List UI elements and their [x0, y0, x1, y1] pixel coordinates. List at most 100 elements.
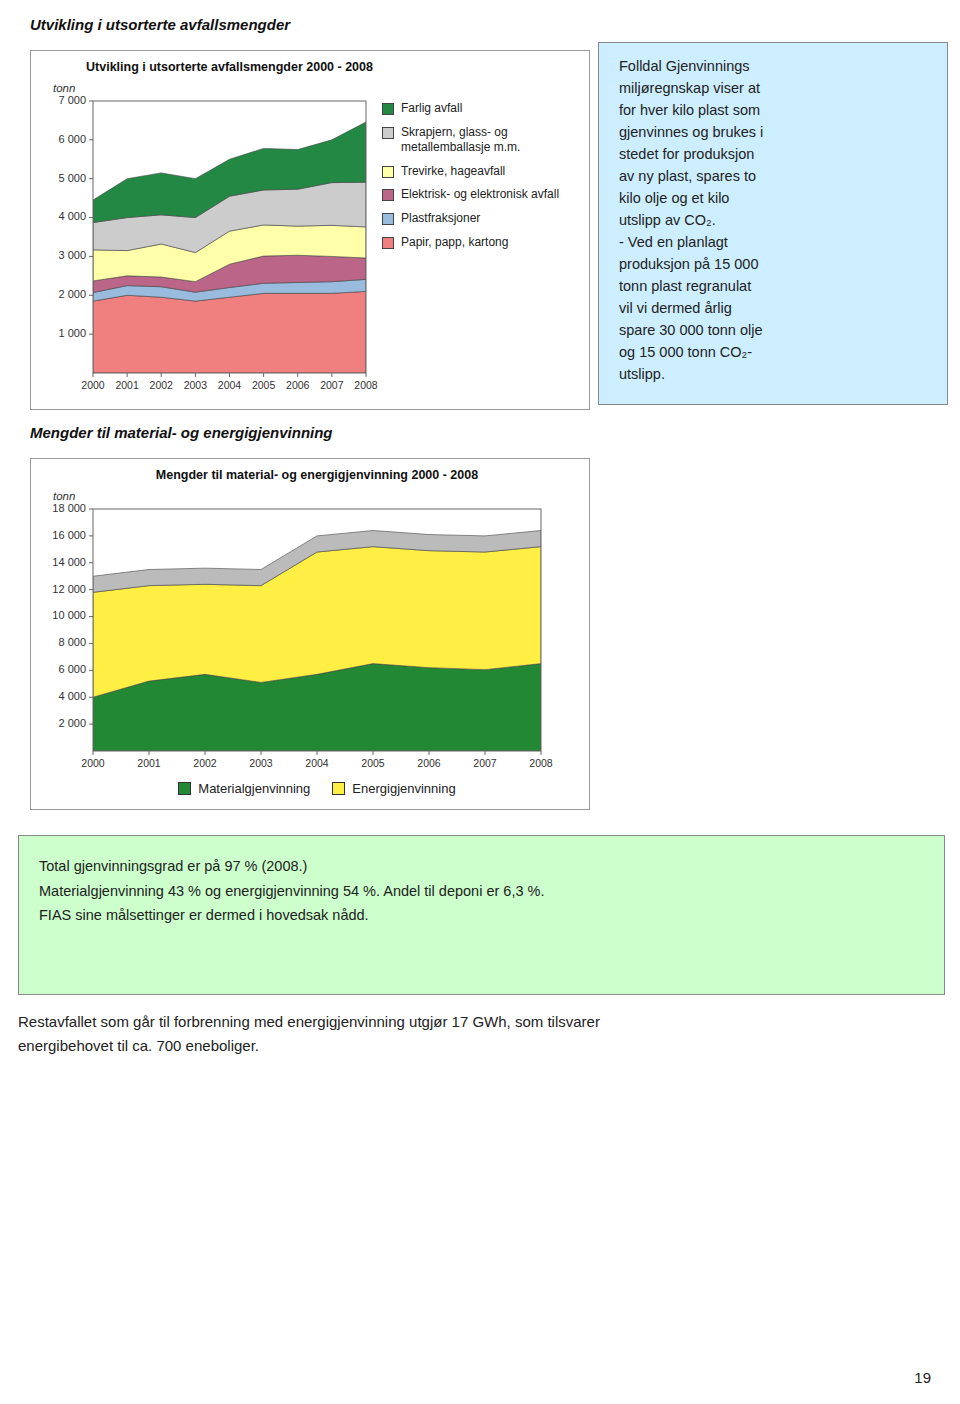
x-tick-label: 2001	[115, 379, 139, 391]
x-tick	[485, 751, 486, 755]
x-tick	[93, 373, 94, 377]
legend-item: Plastfraksjoner	[382, 211, 577, 227]
area	[93, 531, 541, 593]
x-tick-label: 2002	[193, 757, 217, 769]
y-tick-label: 3 000	[58, 249, 86, 261]
legend-label: Materialgjenvinning	[198, 781, 310, 796]
x-tick-label: 2008	[529, 757, 553, 769]
x-tick	[205, 751, 206, 755]
x-tick	[161, 373, 162, 377]
sidebar-line: tonn plast regranulat	[619, 275, 927, 297]
sidebar-line: utslipp av CO₂.	[619, 209, 927, 231]
x-tick-label: 2007	[320, 379, 344, 391]
legend-item: Energigjenvinning	[332, 781, 455, 796]
legend-label: Skrapjern, glass- og metallemballasje m.…	[401, 125, 577, 156]
chart-heading: Mengder til material- og energigjenvinni…	[30, 424, 333, 441]
x-tick	[366, 373, 367, 377]
legend-item: Skrapjern, glass- og metallemballasje m.…	[382, 125, 577, 156]
y-tick	[89, 101, 93, 102]
sidebar-line: - Ved en planlagt	[619, 231, 927, 253]
legend-swatch	[382, 103, 394, 115]
plot-background	[93, 101, 366, 373]
legend-swatch	[178, 782, 191, 795]
y-tick	[89, 697, 93, 698]
y-tick	[89, 535, 93, 536]
y-tick	[89, 562, 93, 563]
y-tick	[89, 217, 93, 218]
x-tick-label: 2005	[252, 379, 276, 391]
area	[93, 122, 366, 223]
y-axis-label: tonn	[53, 82, 75, 94]
legend-item: Materialgjenvinning	[178, 781, 310, 796]
chart-box: 2 0004 0006 0008 00010 00012 00014 00016…	[30, 458, 590, 810]
x-tick-label: 2001	[137, 757, 161, 769]
legend-swatch	[382, 213, 394, 225]
x-tick-label: 2003	[249, 757, 273, 769]
x-tick	[149, 751, 150, 755]
y-tick	[89, 616, 93, 617]
y-tick-label: 4 000	[58, 210, 86, 222]
legend-item: Trevirke, hageavfall	[382, 164, 577, 180]
sidebar-line: miljøregnskap viser at	[619, 77, 927, 99]
sidebar-line: av ny plast, spares to	[619, 165, 927, 187]
sidebar: Folldal Gjenvinningsmiljøregnskap viser …	[598, 42, 948, 405]
sidebar-line: Folldal Gjenvinnings	[619, 55, 927, 77]
y-tick-label: 6 000	[58, 663, 86, 675]
body-line: energibehovet til ca. 700 eneboliger.	[18, 1034, 938, 1058]
legend: Materialgjenvinning Energigjenvinning	[93, 781, 541, 796]
y-axis-label: tonn	[53, 490, 75, 502]
y-tick-label: 12 000	[52, 583, 86, 595]
sidebar-line: spare 30 000 tonn olje	[619, 319, 927, 341]
x-tick	[331, 373, 332, 377]
body-text: Restavfallet som går til forbrenning med…	[18, 1010, 938, 1058]
y-tick	[89, 178, 93, 179]
y-tick-label: 4 000	[58, 690, 86, 702]
info-box: Total gjenvinningsgrad er på 97 % (2008.…	[18, 835, 945, 995]
y-tick	[89, 670, 93, 671]
chart-heading: Utvikling i utsorterte avfallsmengder	[30, 16, 290, 33]
sidebar-line: vil vi dermed årlig	[619, 297, 927, 319]
x-tick-label: 2006	[286, 379, 310, 391]
legend-label: Papir, papp, kartong	[401, 235, 508, 251]
y-tick-label: 6 000	[58, 133, 86, 145]
legend-swatch	[382, 237, 394, 249]
y-tick-label: 18 000	[52, 502, 86, 514]
plot-marks	[93, 122, 366, 373]
info-line: Total gjenvinningsgrad er på 97 % (2008.…	[39, 854, 924, 879]
info-line: FIAS sine målsettinger er dermed i hoved…	[39, 903, 924, 928]
x-tick-label: 2007	[473, 757, 497, 769]
sidebar-line: utslipp.	[619, 363, 927, 385]
legend-label: Trevirke, hageavfall	[401, 164, 505, 180]
x-tick-label: 2005	[361, 757, 385, 769]
legend-swatch	[382, 166, 394, 178]
legend-label: Elektrisk- og elektronisk avfall	[401, 187, 559, 203]
chart-svg: 2 0004 0006 0008 00010 00012 00014 00016…	[31, 459, 589, 809]
legend-swatch	[382, 189, 394, 201]
sidebar-line: gjenvinnes og brukes i	[619, 121, 927, 143]
y-tick	[89, 256, 93, 257]
x-tick	[373, 751, 374, 755]
area	[93, 291, 366, 373]
y-tick-label: 2 000	[58, 717, 86, 729]
y-tick-label: 10 000	[52, 609, 86, 621]
x-tick	[541, 751, 542, 755]
legend-item: Elektrisk- og elektronisk avfall	[382, 187, 577, 203]
plot-marks	[93, 531, 541, 751]
sidebar-line: kilo olje og et kilo	[619, 187, 927, 209]
sidebar-line: stedet for produksjon	[619, 143, 927, 165]
y-tick	[89, 509, 93, 510]
y-tick-label: 14 000	[52, 556, 86, 568]
y-tick	[89, 643, 93, 644]
y-tick	[89, 139, 93, 140]
legend-item: Farlig avfall	[382, 101, 577, 117]
plot-frame	[93, 101, 366, 373]
legend-label: Energigjenvinning	[352, 781, 455, 796]
x-tick-label: 2000	[81, 379, 105, 391]
legend: Farlig avfall Skrapjern, glass- og metall…	[382, 101, 577, 258]
info-line: Materialgjenvinning 43 % og energigjenvi…	[39, 879, 924, 904]
x-tick	[229, 373, 230, 377]
x-tick	[429, 751, 430, 755]
x-tick	[127, 373, 128, 377]
x-tick-label: 2002	[150, 379, 174, 391]
y-tick-label: 8 000	[58, 636, 86, 648]
